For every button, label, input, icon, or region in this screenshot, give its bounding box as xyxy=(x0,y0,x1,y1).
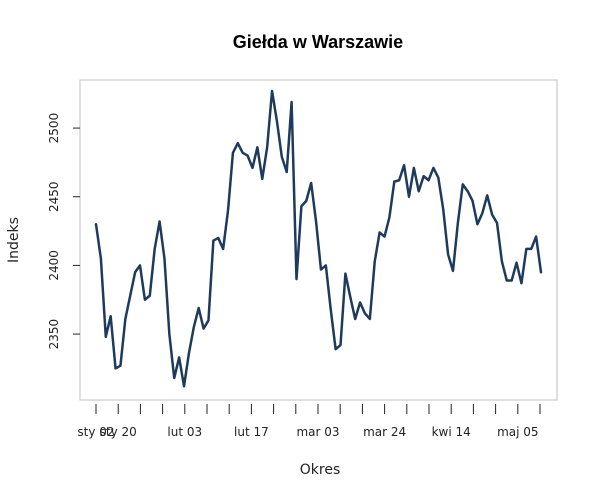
y-tick-label: 2500 xyxy=(47,113,61,144)
chart-title: Giełda w Warszawie xyxy=(233,32,403,52)
x-tick-label: mar 03 xyxy=(296,425,339,439)
y-tick-label: 2450 xyxy=(47,181,61,212)
y-axis: 2350 2400 2450 2500 xyxy=(47,113,80,350)
x-tick-label: mar 24 xyxy=(363,425,406,439)
y-tick-label: 2400 xyxy=(47,250,61,281)
x-tick-label: maj 05 xyxy=(497,425,538,439)
series-line xyxy=(94,89,543,388)
plot-frame xyxy=(79,79,558,401)
x-tick-label: kwi 14 xyxy=(432,425,471,439)
x-tick-label: lut 03 xyxy=(167,425,202,439)
y-tick-label: 2350 xyxy=(47,319,61,350)
x-axis-title: Okres xyxy=(300,462,340,478)
x-tick-label: sty 20 xyxy=(100,425,137,439)
x-tick-label: lut 17 xyxy=(234,425,269,439)
x-tick-label: sty 02 xyxy=(77,425,114,439)
y-axis-title: Indeks xyxy=(6,217,22,263)
